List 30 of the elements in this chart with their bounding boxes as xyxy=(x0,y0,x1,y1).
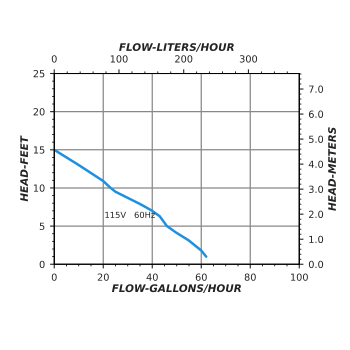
x-axis-title: FLOW-GALLONS/HOUR xyxy=(112,284,241,293)
y2-tick-label: 3.0 xyxy=(309,186,324,193)
y-tick-label: 10 xyxy=(34,184,45,192)
y-tick-label: 0 xyxy=(40,260,45,268)
y2-tick-label: 0.0 xyxy=(308,260,324,268)
x2-tick-label: 300 xyxy=(240,55,258,63)
y2-axis-title: HEAD-METERS xyxy=(328,127,336,211)
y2-tick-label: 4.0 xyxy=(308,160,324,168)
y-tick-label: 25 xyxy=(34,70,44,78)
x2-tick-label: 100 xyxy=(110,55,128,63)
line-series xyxy=(54,148,208,258)
y2-tick-label: 1.0 xyxy=(309,236,324,244)
x2-axis-title: FLOW-LITERS/HOUR xyxy=(119,43,234,52)
x-tick-label: 80 xyxy=(244,273,256,281)
x2-tick-label: 200 xyxy=(175,55,192,63)
y-tick-label: 20 xyxy=(34,108,45,116)
annotation: 115V 60Hz xyxy=(105,212,155,218)
y2-tick-label: 7.0 xyxy=(309,86,324,93)
x2-tick-label: 0 xyxy=(52,55,57,63)
x-tick-label: 20 xyxy=(98,273,109,281)
y-axis-title: HEAD-FEET xyxy=(20,135,28,202)
y2-tick-label: 2.0 xyxy=(308,210,324,218)
x-tick-label: 40 xyxy=(146,273,158,281)
y2-tick-label: 6.0 xyxy=(308,110,324,118)
y2-tick-label: 5.0 xyxy=(309,136,324,143)
x-tick-label: 100 xyxy=(291,273,308,281)
x-tick-label: 60 xyxy=(196,273,207,281)
y-tick-label: 15 xyxy=(34,146,44,154)
x-tick-label: 0 xyxy=(52,273,57,281)
y-tick-label: 5 xyxy=(40,222,44,230)
